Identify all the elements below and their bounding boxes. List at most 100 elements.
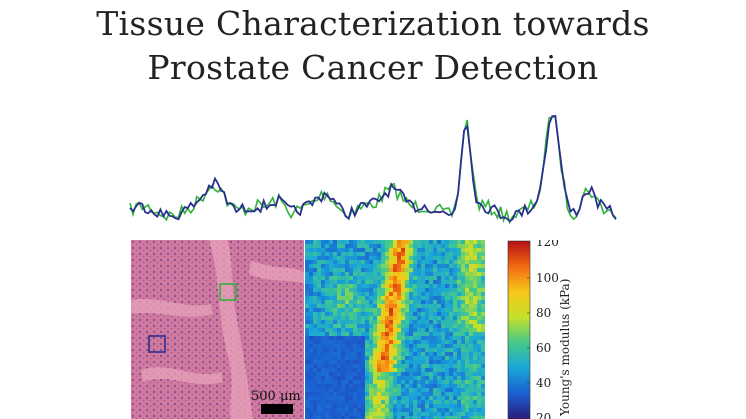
heatmap-cell	[341, 340, 345, 344]
heatmap-cell	[381, 260, 385, 264]
heatmap-cell	[409, 256, 413, 260]
heatmap-cell	[329, 280, 333, 284]
heatmap-cell	[425, 300, 429, 304]
heatmap-cell	[393, 416, 397, 419]
heatmap-cell	[353, 288, 357, 292]
heatmap-cell	[421, 288, 425, 292]
heatmap-cell	[457, 288, 461, 292]
heatmap-cell	[477, 284, 481, 288]
heatmap-cell	[425, 376, 429, 380]
heatmap-cell	[397, 376, 401, 380]
heatmap-cell	[341, 312, 345, 316]
heatmap-cell	[309, 416, 313, 419]
heatmap-cell	[465, 248, 469, 252]
heatmap-cell	[425, 256, 429, 260]
colorbar-axis-label: Young's modulus (kPa)	[558, 279, 572, 417]
heatmap-cell	[321, 328, 325, 332]
heatmap-cell	[305, 252, 309, 256]
heatmap-cell	[433, 324, 437, 328]
heatmap-cell	[373, 320, 377, 324]
heatmap-cell	[457, 352, 461, 356]
heatmap-cell	[349, 408, 353, 412]
heatmap-cell	[437, 288, 441, 292]
heatmap-cell	[329, 404, 333, 408]
heatmap-cell	[385, 300, 389, 304]
heatmap-cell	[365, 288, 369, 292]
heatmap-cell	[477, 296, 481, 300]
heatmap-cell	[321, 268, 325, 272]
heatmap-cell	[421, 368, 425, 372]
heatmap-cell	[321, 332, 325, 336]
heatmap-cell	[373, 252, 377, 256]
heatmap-cell	[393, 248, 397, 252]
heatmap-cell	[361, 324, 365, 328]
heatmap-cell	[341, 344, 345, 348]
heatmap-cell	[401, 268, 405, 272]
heatmap-cell	[397, 308, 401, 312]
heatmap-cell	[425, 324, 429, 328]
heatmap-cell	[401, 308, 405, 312]
heatmap-cell	[365, 408, 369, 412]
heatmap-cell	[405, 244, 409, 248]
heatmap-cell	[393, 240, 397, 244]
heatmap-cell	[461, 288, 465, 292]
heatmap-cell	[389, 380, 393, 384]
heatmap-cell	[453, 356, 457, 360]
heatmap-cell	[317, 336, 321, 340]
heatmap-cell	[441, 388, 445, 392]
heatmap-cell	[337, 292, 341, 296]
heatmap-cell	[337, 332, 341, 336]
heatmap-cell	[401, 400, 405, 404]
heatmap-cell	[473, 292, 477, 296]
heatmap-cell	[313, 328, 317, 332]
heatmap-cell	[421, 276, 425, 280]
heatmap-cell	[317, 296, 321, 300]
heatmap-cell	[429, 304, 433, 308]
heatmap-cell	[337, 400, 341, 404]
heatmap-cell	[417, 332, 421, 336]
heatmap-cell	[433, 328, 437, 332]
heatmap-cell	[469, 372, 473, 376]
heatmap-cell	[369, 264, 373, 268]
heatmap-cell	[453, 240, 457, 244]
heatmap-cell	[353, 392, 357, 396]
heatmap-cell	[385, 284, 389, 288]
heatmap-cell	[381, 376, 385, 380]
heatmap-cell	[465, 312, 469, 316]
heatmap-cell	[321, 388, 325, 392]
heatmap-cell	[401, 304, 405, 308]
heatmap-cell	[417, 288, 421, 292]
heatmap-cell	[445, 292, 449, 296]
heatmap-cell	[477, 388, 481, 392]
heatmap-cell	[373, 348, 377, 352]
green-roi-box	[219, 283, 237, 301]
heatmap-cell	[469, 272, 473, 276]
heatmap-cell	[461, 352, 465, 356]
heatmap-cell	[353, 404, 357, 408]
heatmap-cell	[333, 268, 337, 272]
heatmap-cell	[417, 348, 421, 352]
heatmap-cell	[345, 240, 349, 244]
heatmap-cell	[393, 280, 397, 284]
heatmap-cell	[413, 276, 417, 280]
heatmap-cell	[413, 244, 417, 248]
heatmap-cell	[361, 396, 365, 400]
heatmap-cell	[441, 316, 445, 320]
heatmap-cell	[357, 340, 361, 344]
heatmap-cell	[369, 372, 373, 376]
heatmap-cell	[361, 296, 365, 300]
heatmap-cell	[333, 392, 337, 396]
heatmap-cell	[321, 348, 325, 352]
heatmap-cell	[477, 276, 481, 280]
heatmap-cell	[465, 348, 469, 352]
heatmap-cell	[469, 312, 473, 316]
heatmap-cell	[421, 336, 425, 340]
heatmap-cell	[317, 248, 321, 252]
heatmap-cell	[445, 264, 449, 268]
heatmap-cell	[333, 320, 337, 324]
heatmap-cell	[417, 372, 421, 376]
heatmap-cell	[317, 292, 321, 296]
heatmap-cell	[365, 252, 369, 256]
heatmap-cell	[465, 400, 469, 404]
heatmap-cell	[409, 268, 413, 272]
